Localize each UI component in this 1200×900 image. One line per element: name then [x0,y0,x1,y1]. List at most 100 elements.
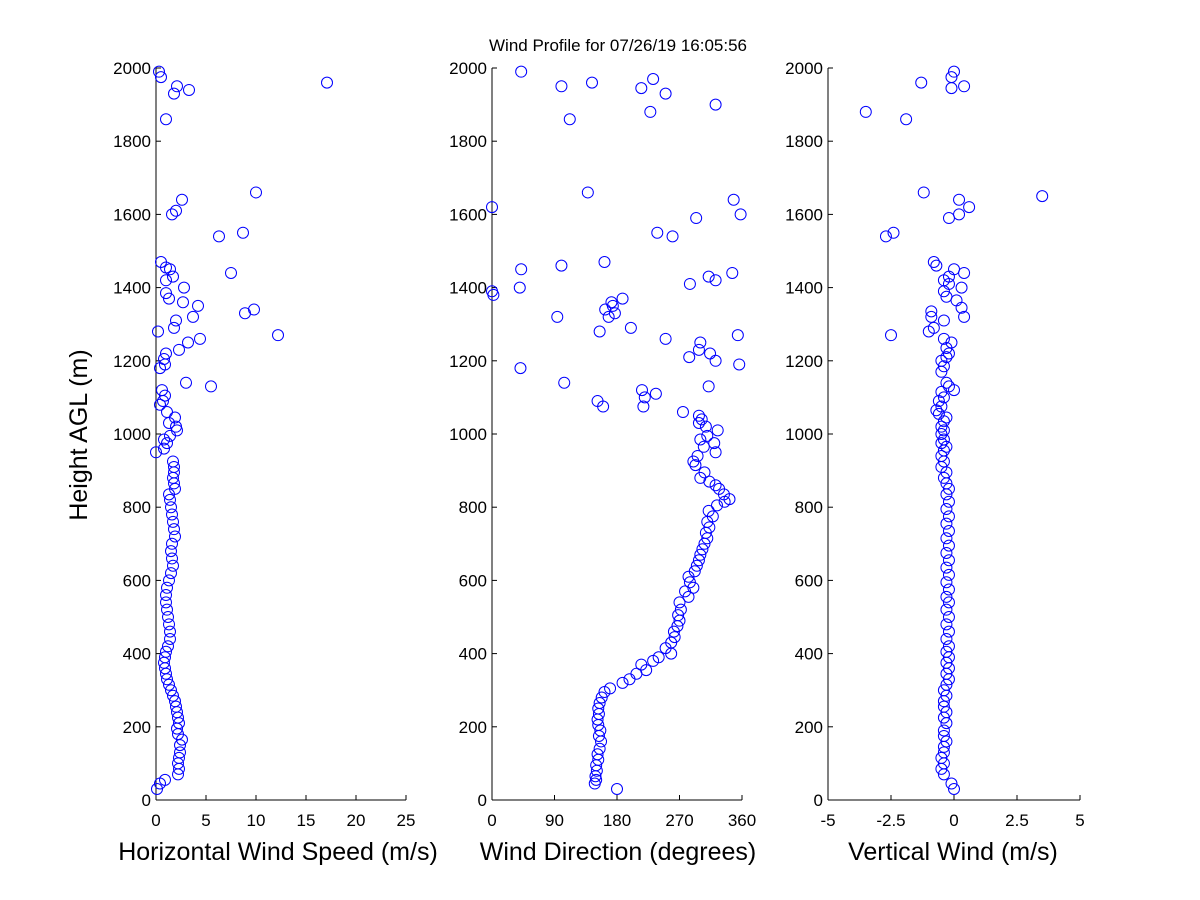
data-point [321,76,333,89]
data-point [940,376,953,389]
data-point [555,259,568,272]
data-point [591,748,604,761]
data-point [551,310,564,323]
data-point [152,325,164,338]
data-point [955,281,968,294]
data-point [935,751,948,764]
x-tick-label: 5 [1075,811,1084,830]
data-point [942,625,955,638]
data-point [709,446,722,459]
data-point [515,263,528,276]
data-point [635,658,648,671]
data-point [666,230,679,243]
data-point [940,645,953,658]
data-point [937,360,950,373]
data-point [161,603,173,616]
data-point [649,387,662,400]
x-axis-label: Horizontal Wind Speed (m/s) [118,838,438,866]
data-point [170,700,182,713]
data-point [167,559,179,572]
data-point [937,314,950,327]
y-tick-label: 1200 [785,352,823,371]
data-point [178,281,190,294]
data-point [937,433,950,446]
data-point [169,695,181,708]
x-tick-label: 10 [247,811,266,830]
data-point [153,65,165,78]
data-point [616,292,629,305]
data-point [168,460,180,473]
data-point [593,742,606,755]
x-tick-label: 270 [665,811,693,830]
data-point [160,274,172,287]
data-point [169,411,181,424]
data-point [555,80,568,93]
data-point [942,583,955,596]
y-tick-label: 1400 [785,279,823,298]
data-point [937,729,950,742]
data-point [940,632,953,645]
y-tick-label: 400 [459,645,487,664]
data-point [151,783,163,796]
data-point [513,281,526,294]
y-tick-label: 800 [795,498,823,517]
data-point [940,517,953,530]
data-point [713,482,726,495]
y-tick-label: 200 [795,718,823,737]
data-point [165,545,177,558]
data-point [158,352,170,365]
data-point [940,576,953,589]
data-point [595,691,608,704]
data-point [688,565,701,578]
data-point [163,618,175,631]
data-point [701,429,714,442]
data-point [213,230,225,243]
data-point [683,277,696,290]
data-point [652,651,665,664]
data-point [160,596,172,609]
x-tick-label: 5 [201,811,210,830]
data-point [165,567,177,580]
data-point [940,603,953,616]
data-point [248,303,260,316]
data-point [611,783,623,796]
data-point [945,336,958,349]
x-tick-label: 0 [949,811,958,830]
data-point [727,193,740,206]
data-point [953,208,966,221]
data-point [702,504,715,517]
data-point [935,400,948,413]
data-point [940,503,953,516]
data-point [692,417,705,430]
data-point [940,735,953,748]
data-point [161,437,173,450]
y-tick-label: 800 [123,498,151,517]
data-point [167,515,179,528]
data-point [599,303,612,316]
data-point [167,455,179,468]
data-point [699,420,712,433]
data-point [173,343,185,356]
data-point [711,424,724,437]
y-tick-label: 1000 [785,425,823,444]
data-point [160,645,172,658]
data-point [702,380,715,393]
data-point [698,466,711,479]
x-tick-label: 25 [397,811,416,830]
data-point [694,336,707,349]
data-point [709,274,722,287]
data-point [170,314,182,327]
data-point [704,347,717,360]
data-point [935,449,948,462]
data-point [194,332,206,345]
y-tick-label: 1200 [113,352,151,371]
data-point [726,266,739,279]
data-point [942,596,955,609]
data-point [598,255,611,268]
data-point [187,310,199,323]
data-point [958,80,971,93]
data-point [237,226,249,239]
data-point [702,270,715,283]
data-point [638,391,651,404]
data-point [942,524,955,537]
